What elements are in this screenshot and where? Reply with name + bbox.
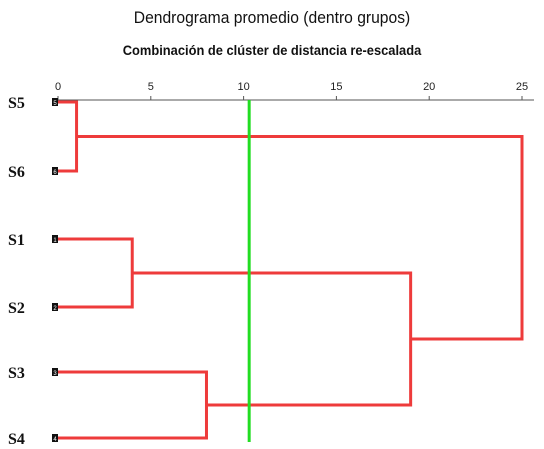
- leaf-id: 4: [53, 437, 57, 443]
- leaf-marker: [52, 235, 58, 243]
- leaf-id: 5: [53, 101, 57, 107]
- leaf-marker: [52, 98, 58, 106]
- x-tick-label: 20: [423, 81, 435, 93]
- dendrogram-link: [58, 370, 208, 440]
- dendrogram-link: [58, 237, 134, 309]
- leaf-label: S1: [8, 232, 25, 249]
- leaf-marker: [52, 167, 58, 175]
- leaf-label: S5: [8, 95, 25, 112]
- x-tick-label: 0: [55, 81, 61, 93]
- x-tick-label: 15: [330, 81, 342, 93]
- leaf-id: 1: [53, 238, 57, 244]
- x-tick-label: 10: [237, 81, 249, 93]
- leaf-id: 3: [53, 371, 57, 377]
- x-tick-label: 25: [516, 81, 528, 93]
- leaf-label: S3: [8, 365, 25, 382]
- leaf-marker: [52, 434, 58, 442]
- leaf-id: 2: [53, 306, 57, 312]
- dendrogram-link: [132, 271, 413, 407]
- chart-title: Dendrograma promedio (dentro grupos): [133, 8, 411, 27]
- leaf-id: 6: [53, 170, 57, 176]
- x-tick-label: 5: [148, 81, 154, 93]
- dendrogram-link: [58, 100, 79, 173]
- dendrogram-link: [76, 135, 524, 341]
- chart-subtitle: Combinación de clúster de distancia re-e…: [122, 42, 422, 58]
- leaf-marker: [52, 303, 58, 311]
- leaf-label: S6: [8, 164, 25, 181]
- leaf-label: S2: [8, 300, 25, 317]
- leaf-label: S4: [8, 431, 25, 448]
- leaf-marker: [52, 368, 58, 376]
